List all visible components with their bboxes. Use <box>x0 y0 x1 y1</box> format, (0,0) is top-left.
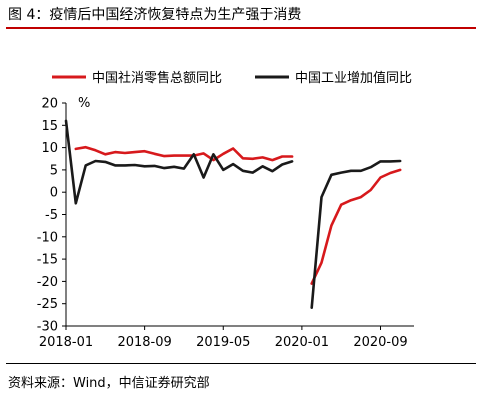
y-tick-label: 15 <box>41 119 58 134</box>
y-tick-label: 10 <box>41 141 58 156</box>
y-tick-label: -15 <box>37 253 58 268</box>
title-rule <box>6 27 476 29</box>
plot-area: 20 15 10 5 0 -5 -10 -15 -20 -25 -30% 2018-01 2018-09… <box>37 96 414 350</box>
x-tick-label: 2019-05 <box>196 335 250 350</box>
y-tick-label: -10 <box>37 230 58 245</box>
y-tick-label: -30 <box>37 320 58 335</box>
legend-retail-sales-label: 中国社消零售总额同比 <box>92 70 222 86</box>
source-note: 资料来源：Wind，中信证券研究部 <box>8 376 210 391</box>
y-tick-label: -25 <box>37 297 58 312</box>
y-tick-label: 0 <box>50 186 58 201</box>
y-tick-label: -20 <box>37 275 58 290</box>
x-tick-label: 2018-09 <box>117 335 171 350</box>
legend: 中国社消零售总额同比 中国工业增加值同比 <box>52 70 412 86</box>
y-axis-unit-label: % <box>78 96 90 111</box>
industrial-output-line <box>64 119 402 309</box>
source-rule <box>6 363 476 364</box>
x-tick-label: 2020-09 <box>353 335 407 350</box>
figure-title: 图 4：疫情后中国经济恢复特点为生产强于消费 <box>8 7 302 23</box>
y-tick-label: -5 <box>45 208 58 223</box>
legend-industrial-output-label: 中国工业增加值同比 <box>295 70 412 86</box>
y-tick-label: 20 <box>41 97 58 112</box>
x-tick-label: 2018-01 <box>39 335 93 350</box>
y-tick-label: 5 <box>50 163 58 178</box>
x-tick-label: 2020-01 <box>275 335 329 350</box>
retail-sales-line <box>74 145 402 285</box>
